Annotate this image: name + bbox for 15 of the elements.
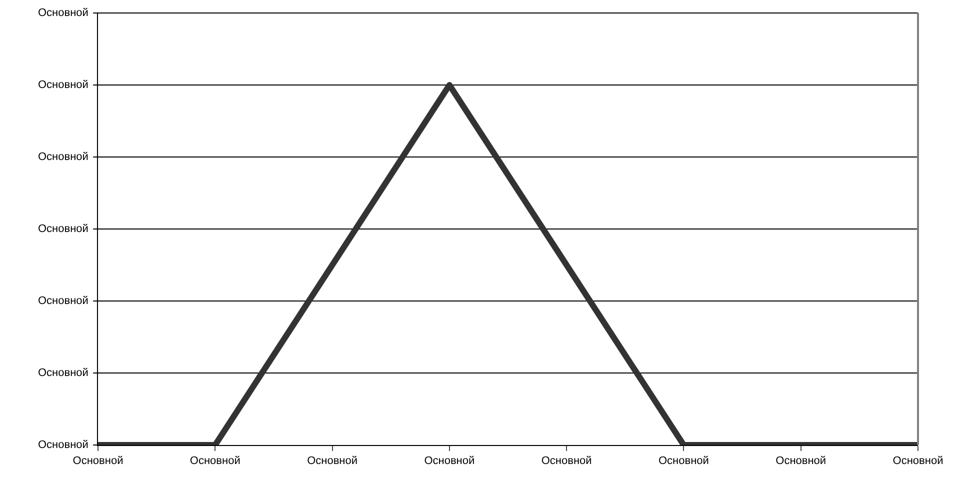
- text: Основной: [38, 367, 88, 379]
- text: Основной: [38, 151, 88, 163]
- x-tick-label: Основной: [658, 455, 709, 468]
- x-tick-label: Основной: [776, 455, 826, 468]
- x-tick-label: Основной: [424, 455, 475, 468]
- x-tick-label: Основной: [541, 455, 592, 468]
- x-tick-label: Основной: [190, 455, 240, 468]
- x-tick-label: Основной: [72, 455, 124, 468]
- text: Основной: [38, 7, 88, 19]
- text: Основной: [38, 79, 88, 91]
- text: Основной: [38, 439, 88, 451]
- text: Основной: [38, 295, 88, 307]
- x-tick-label: Основной: [892, 455, 944, 468]
- x-tick-label: Основной: [307, 455, 358, 468]
- text: Основной: [38, 223, 88, 235]
